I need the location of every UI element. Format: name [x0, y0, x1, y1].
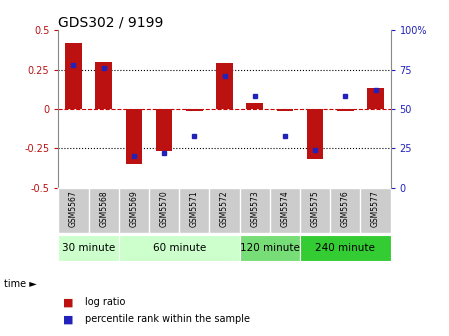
- Text: GDS302 / 9199: GDS302 / 9199: [58, 15, 164, 29]
- Text: GSM5569: GSM5569: [129, 190, 138, 227]
- Bar: [337, 109, 354, 111]
- Text: GSM5573: GSM5573: [250, 190, 259, 227]
- Text: 120 minute: 120 minute: [240, 243, 300, 253]
- Text: GSM5575: GSM5575: [311, 190, 320, 227]
- Bar: [126, 109, 142, 164]
- Bar: [95, 62, 112, 109]
- Text: GSM5570: GSM5570: [159, 190, 168, 227]
- Bar: [300, 235, 391, 261]
- Bar: [367, 88, 384, 109]
- Text: GSM5576: GSM5576: [341, 190, 350, 227]
- Bar: [216, 63, 233, 109]
- Bar: [58, 235, 119, 261]
- Bar: [186, 109, 202, 111]
- Text: GSM5577: GSM5577: [371, 190, 380, 227]
- Text: 60 minute: 60 minute: [153, 243, 206, 253]
- Bar: [277, 109, 293, 111]
- Text: time ►: time ►: [4, 279, 37, 289]
- Text: GSM5568: GSM5568: [99, 190, 108, 226]
- Bar: [65, 43, 82, 109]
- Text: ■: ■: [63, 297, 73, 307]
- Text: 30 minute: 30 minute: [62, 243, 115, 253]
- Text: GSM5571: GSM5571: [190, 190, 199, 226]
- Text: ■: ■: [63, 314, 73, 324]
- Text: GSM5574: GSM5574: [281, 190, 290, 227]
- Text: percentile rank within the sample: percentile rank within the sample: [85, 314, 250, 324]
- Text: log ratio: log ratio: [85, 297, 126, 307]
- Text: GSM5572: GSM5572: [220, 190, 229, 226]
- Bar: [247, 103, 263, 109]
- Text: 240 minute: 240 minute: [315, 243, 375, 253]
- Bar: [119, 235, 240, 261]
- Bar: [240, 235, 300, 261]
- Bar: [156, 109, 172, 152]
- Bar: [307, 109, 323, 159]
- Text: GSM5567: GSM5567: [69, 190, 78, 227]
